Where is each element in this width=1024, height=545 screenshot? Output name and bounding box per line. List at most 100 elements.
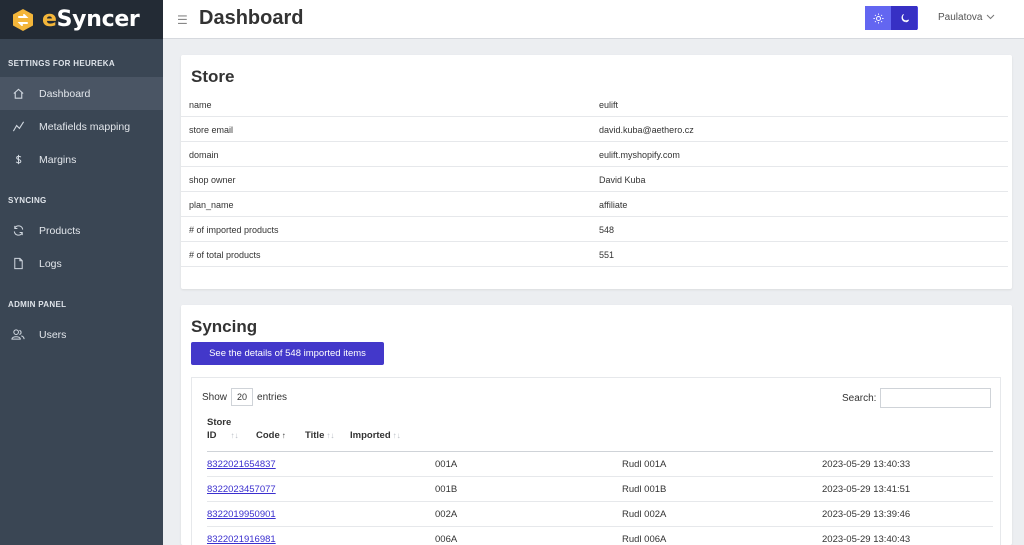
section-title-syncing: SYNCING bbox=[8, 196, 47, 205]
store-row-shop-owner: shop owner David Kuba bbox=[181, 167, 1008, 192]
page-title: Dashboard bbox=[199, 7, 304, 29]
store-row-value: david.kuba@aethero.cz bbox=[599, 125, 694, 135]
store-row-value: eulift bbox=[599, 100, 619, 110]
syncing-card: Syncing See the details of 548 imported … bbox=[181, 305, 1012, 545]
sidebar-item-label: Margins bbox=[39, 153, 77, 166]
store-id-link[interactable]: 8322019950901 bbox=[207, 509, 276, 520]
table-row: 8322021654837 001A Rudl 001A 2023-05-29 … bbox=[207, 452, 993, 477]
sidebar-item-margins[interactable]: Margins bbox=[0, 143, 163, 176]
syncing-card-title: Syncing bbox=[191, 317, 258, 336]
sidebar-item-label: Logs bbox=[39, 257, 62, 270]
store-row-key: # of imported products bbox=[189, 225, 279, 235]
store-row-key: # of total products bbox=[189, 250, 261, 260]
moon-icon[interactable] bbox=[891, 6, 917, 30]
entries-length-control: Show 20 entries bbox=[202, 388, 287, 406]
esyncer-logo-icon bbox=[10, 7, 36, 33]
show-label: Show bbox=[202, 391, 228, 403]
sync-icon bbox=[11, 224, 25, 238]
sidebar-item-metafields-mapping[interactable]: Metafields mapping bbox=[0, 110, 163, 143]
column-header-store-id[interactable]: Store ID ↑↓ bbox=[207, 416, 239, 442]
table-row: 8322019950901 002A Rudl 002A 2023-05-29 … bbox=[207, 502, 993, 527]
dollar-icon bbox=[11, 153, 25, 167]
store-row-email: store email david.kuba@aethero.cz bbox=[181, 117, 1008, 142]
entries-select[interactable]: 20 bbox=[231, 388, 254, 406]
store-card-title: Store bbox=[191, 67, 235, 86]
title-cell: Rudl 002A bbox=[622, 509, 667, 520]
sun-icon[interactable] bbox=[865, 6, 891, 30]
search-label: Search: bbox=[842, 392, 877, 404]
code-cell: 001B bbox=[435, 484, 458, 495]
table-row: 8322023457077 001B Rudl 001B 2023-05-29 … bbox=[207, 477, 993, 502]
column-header-label: Code bbox=[256, 430, 280, 441]
imported-items-table-panel: Show 20 entries Search: Store ID ↑↓ Code ↑… bbox=[191, 377, 1001, 545]
imported-cell: 2023-05-29 13:40:43 bbox=[822, 534, 911, 545]
user-name: Paulatova bbox=[938, 12, 983, 23]
imported-cell: 2023-05-29 13:40:33 bbox=[822, 459, 911, 470]
store-row-domain: domain eulift.myshopify.com bbox=[181, 142, 1008, 167]
code-cell: 006A bbox=[435, 534, 458, 545]
store-card: Store name eulift store email david.kuba… bbox=[181, 55, 1012, 289]
sort-icon: ↑↓ bbox=[230, 431, 239, 440]
sidebar-item-dashboard[interactable]: Dashboard bbox=[0, 77, 163, 110]
table-header-divider bbox=[207, 451, 993, 452]
store-id-link[interactable]: 8322021916981 bbox=[207, 534, 276, 545]
users-icon bbox=[11, 328, 25, 342]
sidebar-item-label: Products bbox=[39, 224, 81, 237]
title-cell: Rudl 006A bbox=[622, 534, 667, 545]
sidebar-item-label: Dashboard bbox=[39, 87, 91, 100]
store-row-value: affiliate bbox=[599, 200, 628, 210]
store-row-plan-name: plan_name affiliate bbox=[181, 192, 1008, 217]
column-header-label: Imported bbox=[350, 430, 391, 441]
sort-ascending-icon: ↑ bbox=[281, 431, 286, 440]
column-header-label: Title bbox=[305, 430, 325, 441]
store-row-total-products: # of total products 551 bbox=[181, 242, 1008, 267]
store-row-value: eulift.myshopify.com bbox=[599, 150, 680, 160]
document-icon bbox=[11, 257, 25, 271]
store-row-key: name bbox=[189, 100, 212, 110]
sort-icon: ↑↓ bbox=[392, 431, 401, 440]
column-header-code[interactable]: Code ↑ bbox=[256, 429, 286, 442]
code-cell: 002A bbox=[435, 509, 458, 520]
store-row-key: plan_name bbox=[189, 200, 234, 210]
chart-line-icon bbox=[11, 120, 25, 134]
sidebar-item-label: Metafields mapping bbox=[39, 120, 131, 133]
brand[interactable]: eSyncer bbox=[0, 0, 163, 39]
store-row-value: David Kuba bbox=[599, 175, 646, 185]
store-id-link[interactable]: 8322023457077 bbox=[207, 484, 276, 495]
column-header-title[interactable]: Title ↑↓ bbox=[305, 429, 334, 442]
store-id-link[interactable]: 8322021654837 bbox=[207, 459, 276, 470]
imported-cell: 2023-05-29 13:39:46 bbox=[822, 509, 911, 520]
brand-name: eSyncer bbox=[42, 7, 140, 32]
column-header-label: Store bbox=[207, 417, 232, 428]
column-header-label: ID bbox=[207, 430, 217, 441]
section-title-admin-panel: ADMIN PANEL bbox=[8, 300, 67, 309]
entries-label: entries bbox=[257, 391, 288, 403]
store-row-key: shop owner bbox=[189, 175, 236, 185]
sidebar-item-users[interactable]: Users bbox=[0, 318, 163, 351]
table-search: Search: bbox=[842, 388, 992, 408]
hamburger-menu-icon[interactable]: ☰ bbox=[177, 13, 188, 27]
code-cell: 001A bbox=[435, 459, 458, 470]
title-cell: Rudl 001A bbox=[622, 459, 667, 470]
top-bar: ☰ Dashboard Paulatova bbox=[163, 0, 1024, 39]
user-menu[interactable]: Paulatova bbox=[938, 12, 995, 23]
title-cell: Rudl 001B bbox=[622, 484, 667, 495]
store-row-imported-products: # of imported products 548 bbox=[181, 217, 1008, 242]
sidebar-item-label: Users bbox=[39, 328, 67, 341]
chevron-down-icon bbox=[986, 12, 995, 23]
theme-toggle[interactable] bbox=[865, 6, 918, 30]
store-row-key: store email bbox=[189, 125, 234, 135]
imported-cell: 2023-05-29 13:41:51 bbox=[822, 484, 911, 495]
store-row-value: 548 bbox=[599, 225, 615, 235]
sidebar-item-logs[interactable]: Logs bbox=[0, 247, 163, 280]
sidebar: eSyncer SETTINGS FOR HEUREKA Dashboard M… bbox=[0, 0, 163, 545]
section-title-settings: SETTINGS FOR HEUREKA bbox=[8, 59, 115, 68]
see-details-button[interactable]: See the details of 548 imported items bbox=[191, 342, 384, 365]
table-row: 8322021916981 006A Rudl 006A 2023-05-29 … bbox=[207, 527, 993, 545]
search-input[interactable] bbox=[880, 388, 992, 408]
store-row-key: domain bbox=[189, 150, 219, 160]
sidebar-item-products[interactable]: Products bbox=[0, 214, 163, 247]
store-row-value: 551 bbox=[599, 250, 615, 260]
column-header-imported[interactable]: Imported ↑↓ bbox=[350, 429, 401, 442]
store-row-name: name eulift bbox=[181, 92, 1008, 117]
